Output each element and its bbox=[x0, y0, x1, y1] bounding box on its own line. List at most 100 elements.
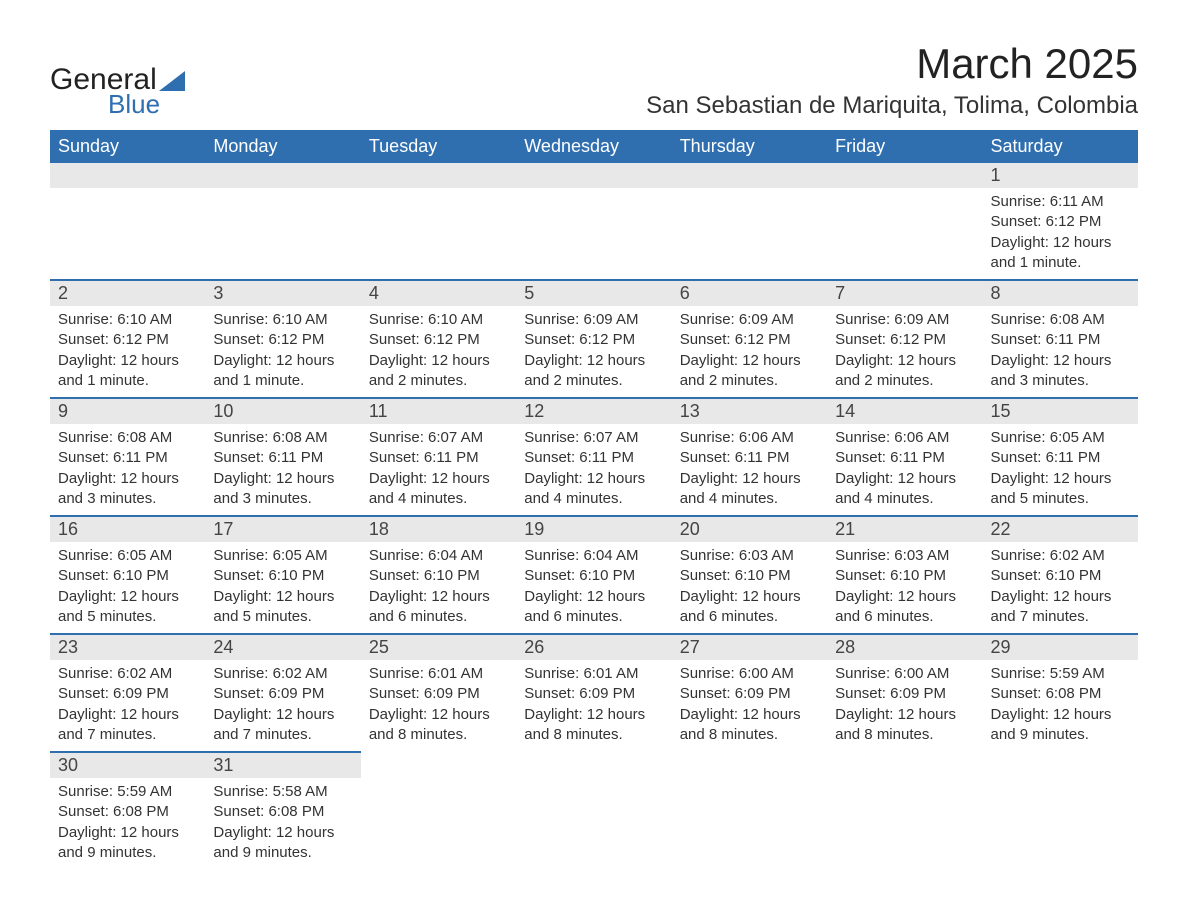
day-details: Sunrise: 6:07 AMSunset: 6:11 PMDaylight:… bbox=[361, 424, 516, 515]
day-number: 19 bbox=[516, 517, 671, 542]
daylight-line: Daylight: 12 hours and 4 minutes. bbox=[835, 469, 974, 510]
daylight-line: Daylight: 12 hours and 6 minutes. bbox=[369, 587, 508, 628]
sunset-line: Sunset: 6:12 PM bbox=[524, 330, 663, 350]
sunrise-line: Sunrise: 5:59 AM bbox=[58, 782, 197, 802]
calendar-day-cell: 20Sunrise: 6:03 AMSunset: 6:10 PMDayligh… bbox=[672, 516, 827, 634]
sunset-line: Sunset: 6:11 PM bbox=[524, 448, 663, 468]
calendar-day-cell: 25Sunrise: 6:01 AMSunset: 6:09 PMDayligh… bbox=[361, 634, 516, 752]
day-number bbox=[205, 163, 360, 188]
day-number: 9 bbox=[50, 399, 205, 424]
day-details bbox=[672, 777, 827, 787]
day-details: Sunrise: 6:08 AMSunset: 6:11 PMDaylight:… bbox=[50, 424, 205, 515]
sunset-line: Sunset: 6:12 PM bbox=[369, 330, 508, 350]
day-header: Wednesday bbox=[516, 130, 671, 163]
day-details bbox=[205, 188, 360, 198]
page-title: March 2025 bbox=[646, 40, 1138, 88]
day-number: 29 bbox=[983, 635, 1138, 660]
sunset-line: Sunset: 6:12 PM bbox=[991, 212, 1130, 232]
calendar-day-cell bbox=[672, 752, 827, 869]
day-number: 3 bbox=[205, 281, 360, 306]
day-details: Sunrise: 6:11 AMSunset: 6:12 PMDaylight:… bbox=[983, 188, 1138, 279]
daylight-line: Daylight: 12 hours and 9 minutes. bbox=[991, 705, 1130, 746]
day-details: Sunrise: 5:58 AMSunset: 6:08 PMDaylight:… bbox=[205, 778, 360, 869]
daylight-line: Daylight: 12 hours and 6 minutes. bbox=[524, 587, 663, 628]
day-number bbox=[50, 163, 205, 188]
sunset-line: Sunset: 6:09 PM bbox=[58, 684, 197, 704]
day-number: 7 bbox=[827, 281, 982, 306]
day-number: 27 bbox=[672, 635, 827, 660]
day-details: Sunrise: 6:05 AMSunset: 6:10 PMDaylight:… bbox=[205, 542, 360, 633]
daylight-line: Daylight: 12 hours and 2 minutes. bbox=[369, 351, 508, 392]
calendar-day-cell: 19Sunrise: 6:04 AMSunset: 6:10 PMDayligh… bbox=[516, 516, 671, 634]
sunset-line: Sunset: 6:12 PM bbox=[58, 330, 197, 350]
sunrise-line: Sunrise: 5:58 AM bbox=[213, 782, 352, 802]
sunset-line: Sunset: 6:12 PM bbox=[835, 330, 974, 350]
sunrise-line: Sunrise: 6:08 AM bbox=[213, 428, 352, 448]
sunset-line: Sunset: 6:12 PM bbox=[680, 330, 819, 350]
calendar-week-row: 30Sunrise: 5:59 AMSunset: 6:08 PMDayligh… bbox=[50, 752, 1138, 869]
daylight-line: Daylight: 12 hours and 1 minute. bbox=[58, 351, 197, 392]
sunrise-line: Sunrise: 6:06 AM bbox=[835, 428, 974, 448]
calendar-day-cell bbox=[827, 752, 982, 869]
calendar-day-cell: 3Sunrise: 6:10 AMSunset: 6:12 PMDaylight… bbox=[205, 280, 360, 398]
day-details: Sunrise: 6:10 AMSunset: 6:12 PMDaylight:… bbox=[50, 306, 205, 397]
sunset-line: Sunset: 6:09 PM bbox=[524, 684, 663, 704]
sunset-line: Sunset: 6:08 PM bbox=[58, 802, 197, 822]
day-details: Sunrise: 6:05 AMSunset: 6:11 PMDaylight:… bbox=[983, 424, 1138, 515]
day-number: 4 bbox=[361, 281, 516, 306]
calendar-day-cell: 7Sunrise: 6:09 AMSunset: 6:12 PMDaylight… bbox=[827, 280, 982, 398]
calendar-day-cell: 18Sunrise: 6:04 AMSunset: 6:10 PMDayligh… bbox=[361, 516, 516, 634]
day-number: 18 bbox=[361, 517, 516, 542]
day-number bbox=[827, 752, 982, 777]
calendar-body: 1Sunrise: 6:11 AMSunset: 6:12 PMDaylight… bbox=[50, 163, 1138, 869]
calendar-day-cell: 9Sunrise: 6:08 AMSunset: 6:11 PMDaylight… bbox=[50, 398, 205, 516]
day-number: 15 bbox=[983, 399, 1138, 424]
sunset-line: Sunset: 6:09 PM bbox=[213, 684, 352, 704]
day-details: Sunrise: 6:03 AMSunset: 6:10 PMDaylight:… bbox=[827, 542, 982, 633]
sunrise-line: Sunrise: 6:01 AM bbox=[369, 664, 508, 684]
calendar-day-cell: 2Sunrise: 6:10 AMSunset: 6:12 PMDaylight… bbox=[50, 280, 205, 398]
day-number bbox=[361, 163, 516, 188]
day-details: Sunrise: 6:00 AMSunset: 6:09 PMDaylight:… bbox=[827, 660, 982, 751]
day-number: 13 bbox=[672, 399, 827, 424]
daylight-line: Daylight: 12 hours and 8 minutes. bbox=[835, 705, 974, 746]
daylight-line: Daylight: 12 hours and 9 minutes. bbox=[213, 823, 352, 864]
calendar-week-row: 16Sunrise: 6:05 AMSunset: 6:10 PMDayligh… bbox=[50, 516, 1138, 634]
calendar-day-cell: 8Sunrise: 6:08 AMSunset: 6:11 PMDaylight… bbox=[983, 280, 1138, 398]
calendar-day-cell: 13Sunrise: 6:06 AMSunset: 6:11 PMDayligh… bbox=[672, 398, 827, 516]
daylight-line: Daylight: 12 hours and 8 minutes. bbox=[680, 705, 819, 746]
sunrise-line: Sunrise: 6:02 AM bbox=[58, 664, 197, 684]
sunset-line: Sunset: 6:08 PM bbox=[991, 684, 1130, 704]
calendar-day-cell: 1Sunrise: 6:11 AMSunset: 6:12 PMDaylight… bbox=[983, 163, 1138, 280]
calendar-day-cell: 4Sunrise: 6:10 AMSunset: 6:12 PMDaylight… bbox=[361, 280, 516, 398]
daylight-line: Daylight: 12 hours and 7 minutes. bbox=[991, 587, 1130, 628]
daylight-line: Daylight: 12 hours and 5 minutes. bbox=[991, 469, 1130, 510]
day-number: 16 bbox=[50, 517, 205, 542]
calendar-day-cell: 12Sunrise: 6:07 AMSunset: 6:11 PMDayligh… bbox=[516, 398, 671, 516]
day-details bbox=[672, 188, 827, 198]
sunrise-line: Sunrise: 6:03 AM bbox=[835, 546, 974, 566]
day-header: Sunday bbox=[50, 130, 205, 163]
sunset-line: Sunset: 6:11 PM bbox=[835, 448, 974, 468]
day-details: Sunrise: 6:05 AMSunset: 6:10 PMDaylight:… bbox=[50, 542, 205, 633]
calendar-day-cell: 16Sunrise: 6:05 AMSunset: 6:10 PMDayligh… bbox=[50, 516, 205, 634]
logo-triangle-icon bbox=[159, 71, 185, 91]
day-number: 1 bbox=[983, 163, 1138, 188]
calendar-day-cell: 29Sunrise: 5:59 AMSunset: 6:08 PMDayligh… bbox=[983, 634, 1138, 752]
day-number: 28 bbox=[827, 635, 982, 660]
day-details: Sunrise: 6:09 AMSunset: 6:12 PMDaylight:… bbox=[516, 306, 671, 397]
day-number: 26 bbox=[516, 635, 671, 660]
day-details bbox=[516, 188, 671, 198]
sunrise-line: Sunrise: 6:00 AM bbox=[835, 664, 974, 684]
calendar-week-row: 1Sunrise: 6:11 AMSunset: 6:12 PMDaylight… bbox=[50, 163, 1138, 280]
title-block: March 2025 San Sebastian de Mariquita, T… bbox=[646, 40, 1138, 120]
sunrise-line: Sunrise: 6:05 AM bbox=[58, 546, 197, 566]
daylight-line: Daylight: 12 hours and 6 minutes. bbox=[835, 587, 974, 628]
sunrise-line: Sunrise: 6:00 AM bbox=[680, 664, 819, 684]
day-details bbox=[50, 188, 205, 198]
day-details: Sunrise: 6:00 AMSunset: 6:09 PMDaylight:… bbox=[672, 660, 827, 751]
calendar-day-cell bbox=[205, 163, 360, 280]
sunset-line: Sunset: 6:11 PM bbox=[213, 448, 352, 468]
day-details bbox=[983, 777, 1138, 787]
sunset-line: Sunset: 6:09 PM bbox=[369, 684, 508, 704]
